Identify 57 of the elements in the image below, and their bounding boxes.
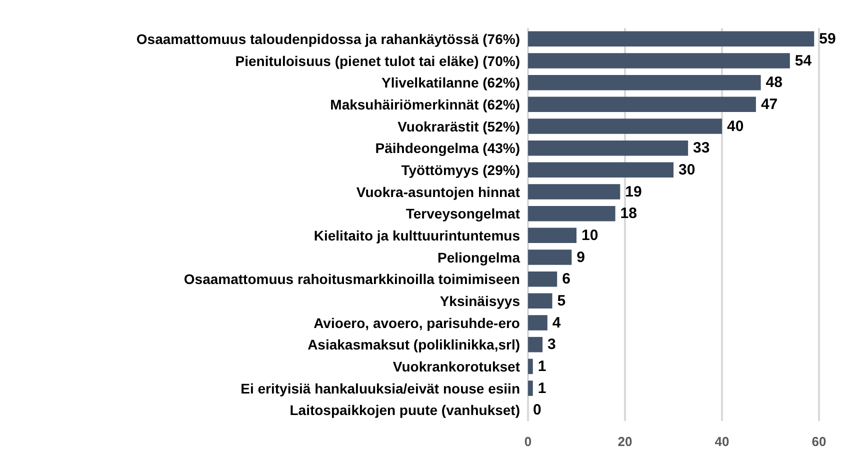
data-label: 30 [678,161,696,178]
y-tick-label: Peliongelma [438,249,520,266]
data-label: 6 [562,270,570,288]
data-label: 5 [557,292,566,310]
data-label: 59 [819,30,836,48]
y-tick-label: Ylivelkatilanne (62%) [381,74,520,91]
bar [528,380,533,396]
data-label: 54 [794,52,812,70]
data-label: 18 [620,205,637,222]
bar [528,336,543,352]
bar [528,118,722,134]
y-tick-label: Vuokrankorotukset [392,358,520,374]
y-tick-label: Maksuhäiriömerkinnät (62%) [330,96,520,112]
data-label: 48 [766,74,782,92]
data-label: 9 [576,248,585,266]
data-label: 3 [548,336,556,354]
y-tick-label: Asiakasmaksut (poliklinikka,srl) [308,336,520,353]
y-tick-label: Työttömyys (29%) [401,162,520,178]
bar [528,271,558,287]
y-tick-label: Terveysongelmat [406,206,520,222]
x-tick-label: 20 [618,434,632,449]
data-label: 47 [760,96,778,113]
y-tick-label: Ei erityisiä hankaluuksia/eivät nouse esiin [240,380,520,396]
x-tick-label: 0 [524,434,532,449]
bar [528,162,674,178]
bar [528,358,533,374]
bar [528,250,572,265]
bar [528,31,814,47]
y-tick-label: Päihdeongelma (43%) [375,140,520,156]
y-tick-label: Kielitaito ja kulttuurintuntemus [314,227,520,244]
x-tick-label: 40 [714,434,730,449]
y-tick-label: Vuokra-asuntojen hinnat [356,184,520,200]
bar [528,293,552,309]
bar [528,206,616,222]
y-tick-label: Yksinäisyys [440,292,520,309]
y-tick-label: Vuokrarästit (52%) [398,118,520,134]
bar [528,96,756,112]
bar [528,315,548,330]
data-label: 10 [582,226,598,244]
data-label: 0 [533,402,542,419]
data-label: 33 [693,140,710,157]
y-tick-label: Pienituloisuus (pienet tulot tai eläke) (70%) [235,52,520,69]
y-tick-label: Laitospaikkojen puute (vanhukset) [290,402,520,418]
data-label: 4 [552,314,562,332]
data-label: 40 [727,118,744,135]
data-label: 1 [538,380,546,397]
bar [528,228,576,244]
data-label: 19 [625,183,642,200]
y-tick-label: Osaamattomuus rahoitusmarkkinoilla toimimiseen [184,271,520,288]
y-tick-label: Osaamattomuus taloudenpidossa ja rahankäytössä (76%) [136,30,520,47]
bar [528,74,761,90]
y-tick-label: Avioero, avoero, parisuhde-ero [314,314,520,331]
data-label: 1 [538,358,546,375]
bar [528,140,688,156]
bar [528,184,620,200]
bar [528,53,790,68]
x-tick-label: 60 [812,434,826,449]
